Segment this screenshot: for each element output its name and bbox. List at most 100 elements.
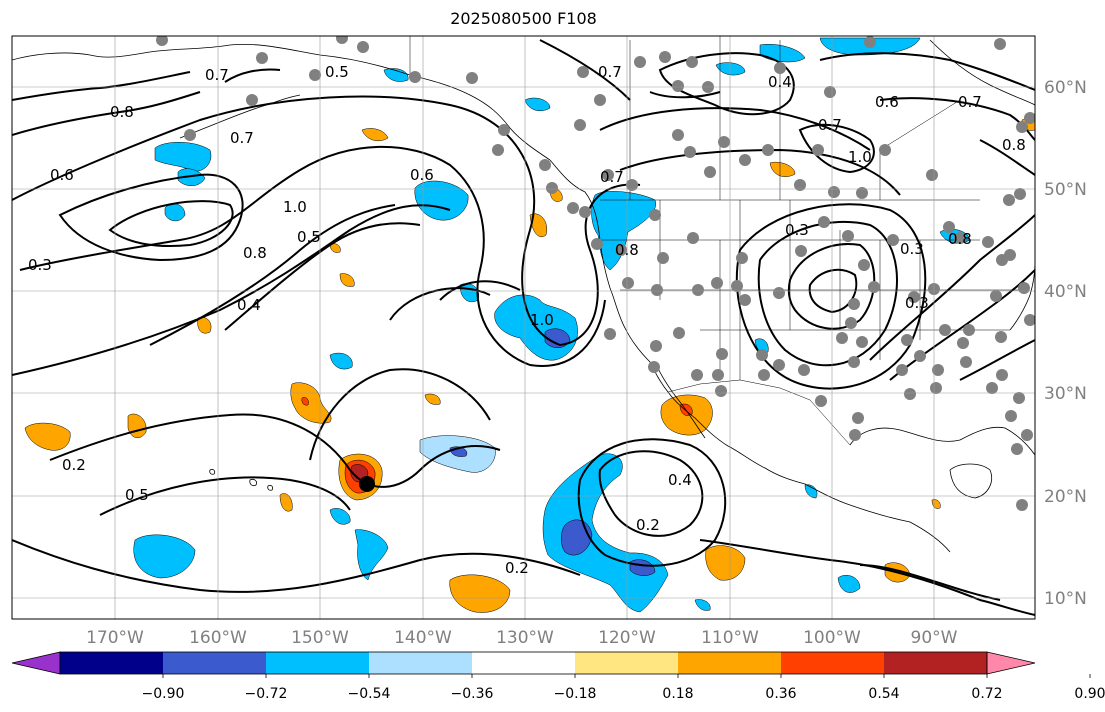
observation-dot bbox=[498, 124, 510, 136]
observation-dot bbox=[673, 327, 685, 339]
observation-dot bbox=[539, 159, 551, 171]
observation-dot bbox=[691, 369, 703, 381]
observation-dot bbox=[739, 154, 751, 166]
colorbar-segment bbox=[884, 652, 988, 674]
observation-dot bbox=[492, 144, 504, 156]
observation-dot bbox=[986, 382, 998, 394]
colorbar-segment bbox=[163, 652, 267, 674]
observation-dot bbox=[842, 230, 854, 242]
latitude-label: 30°N bbox=[1044, 384, 1087, 404]
observation-dot bbox=[684, 146, 696, 158]
observation-dot bbox=[567, 202, 579, 214]
observation-dot bbox=[879, 144, 891, 156]
observation-dot bbox=[954, 232, 966, 244]
colorbar-tick-label: −0.18 bbox=[554, 686, 597, 702]
contour-label: 0.2 bbox=[505, 559, 529, 577]
longitude-label: 90°W bbox=[911, 628, 958, 648]
latitude-label: 40°N bbox=[1044, 282, 1087, 302]
observation-dot bbox=[1024, 314, 1035, 326]
coastline-aleutians bbox=[179, 94, 301, 139]
coastline-hawaii bbox=[209, 468, 274, 491]
observation-dot bbox=[960, 356, 972, 368]
contour-label: 0.3 bbox=[785, 221, 809, 239]
contour-label: 0.8 bbox=[615, 241, 639, 259]
observation-dot bbox=[858, 259, 870, 271]
map-title: 2025080500 F108 bbox=[450, 9, 597, 28]
positive-area bbox=[424, 393, 441, 405]
contour-label: 0.8 bbox=[1002, 136, 1026, 154]
contour-label: 1.0 bbox=[283, 198, 307, 216]
colorbar-tick-label: 0.90 bbox=[1074, 686, 1105, 702]
negative-area bbox=[804, 484, 818, 499]
observation-dot bbox=[718, 136, 730, 148]
contour-label: 0.6 bbox=[410, 166, 434, 184]
observation-dot bbox=[409, 71, 421, 83]
observation-dot bbox=[856, 187, 868, 199]
colorbar-segment bbox=[781, 652, 885, 674]
observation-dot bbox=[815, 395, 827, 407]
colorbar-tick-label: 0.72 bbox=[971, 686, 1002, 702]
observation-dot bbox=[712, 369, 724, 381]
observation-dot bbox=[1013, 392, 1025, 404]
observation-dot bbox=[824, 86, 836, 98]
map-gridlines bbox=[12, 36, 1035, 619]
observation-dot bbox=[649, 209, 661, 221]
shaded-anomaly-areas bbox=[24, 37, 1035, 613]
observation-dot bbox=[836, 332, 848, 344]
observation-dot bbox=[1018, 282, 1030, 294]
observation-dot bbox=[256, 52, 268, 64]
observation-dot bbox=[711, 277, 723, 289]
positive-area bbox=[529, 213, 548, 238]
negative-area bbox=[629, 559, 656, 576]
colorbar-tick-label: −0.90 bbox=[142, 686, 185, 702]
positive-area bbox=[705, 545, 746, 581]
coastline-hudson bbox=[929, 39, 1035, 106]
contour-label: 0.4 bbox=[768, 73, 792, 91]
positive-area bbox=[279, 493, 293, 512]
observation-dot bbox=[773, 287, 785, 299]
contour-label: 0.8 bbox=[110, 103, 134, 121]
observation-dot bbox=[996, 254, 1008, 266]
positive-area bbox=[361, 128, 389, 141]
observation-dot bbox=[848, 298, 860, 310]
observation-dot bbox=[651, 284, 663, 296]
negative-area bbox=[414, 180, 469, 221]
positive-area bbox=[449, 574, 511, 613]
contour-label: 0.6 bbox=[875, 93, 899, 111]
negative-area bbox=[329, 508, 351, 525]
observation-dots bbox=[156, 36, 1035, 511]
observation-dot bbox=[774, 62, 786, 74]
observation-dot bbox=[901, 334, 913, 346]
observation-dot bbox=[957, 337, 969, 349]
observation-dot bbox=[357, 41, 369, 53]
negative-area bbox=[544, 328, 571, 348]
observation-dot bbox=[914, 350, 926, 362]
observation-dot bbox=[604, 328, 616, 340]
observation-dot bbox=[926, 169, 938, 181]
contour-label: 1.0 bbox=[530, 311, 554, 329]
longitude-label: 100°W bbox=[803, 628, 861, 648]
longitude-label: 150°W bbox=[291, 628, 349, 648]
us-mexico-border bbox=[667, 379, 851, 446]
colorbar-tick-label: −0.72 bbox=[245, 686, 288, 702]
negative-area bbox=[524, 97, 551, 111]
observation-dot bbox=[716, 348, 728, 360]
observation-dot bbox=[828, 186, 840, 198]
colorbar-segment bbox=[369, 652, 473, 674]
observation-dot bbox=[896, 364, 908, 376]
colorbar-segment bbox=[266, 652, 370, 674]
observation-dot bbox=[1016, 499, 1028, 511]
observation-dot bbox=[648, 361, 660, 373]
positive-area bbox=[301, 397, 309, 406]
negative-area bbox=[694, 599, 711, 611]
observation-dot bbox=[852, 412, 864, 424]
observation-dot bbox=[579, 206, 591, 218]
observation-dot bbox=[990, 290, 1002, 302]
contour-label: 0.4 bbox=[668, 471, 692, 489]
latitude-label: 50°N bbox=[1044, 180, 1087, 200]
colorbar-tick-labels: −0.90 −0.72 −0.54 −0.36 −0.18 0.18 0.36 0.54 0.7… bbox=[142, 686, 1105, 702]
observation-dot bbox=[715, 385, 727, 397]
observation-dot bbox=[943, 221, 955, 233]
observation-dot bbox=[904, 388, 916, 400]
